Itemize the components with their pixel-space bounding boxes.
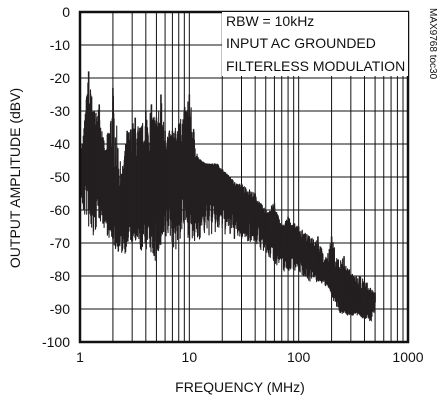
y-tick-label: -50: [50, 169, 70, 185]
y-tick-label: -90: [50, 301, 70, 317]
x-tick-label: 1000: [392, 349, 423, 365]
y-tick-label: 0: [62, 4, 70, 20]
x-axis-title: FREQUENCY (MHz): [175, 379, 305, 395]
figure-code: MAX9768 toc30: [427, 8, 438, 80]
x-axis-ticks: 1 10 100 1000: [76, 349, 424, 365]
y-tick-label: -100: [42, 334, 70, 350]
y-tick-label: -10: [50, 37, 70, 53]
x-tick-label: 100: [287, 349, 311, 365]
x-tick-label: 1: [76, 349, 84, 365]
y-tick-label: -40: [50, 136, 70, 152]
y-axis-ticks: 0 -10 -20 -30 -40 -50 -60 -70 -80 -90 -100: [42, 4, 70, 350]
y-tick-label: -60: [50, 202, 70, 218]
annotation-input-ac-grounded: INPUT AC GROUNDED: [226, 35, 376, 51]
y-tick-label: -80: [50, 268, 70, 284]
x-tick-label: 10: [182, 349, 198, 365]
annotation-rbw: RBW = 10kHz: [226, 13, 314, 29]
spectrum-trace: [79, 71, 376, 322]
annotation-backdrop: [222, 12, 408, 76]
y-tick-label: -30: [50, 103, 70, 119]
annotation-filterless-modulation: FILTERLESS MODULATION: [226, 58, 405, 74]
y-axis-title: OUTPUT AMPLITUDE (dBV): [7, 88, 23, 268]
y-tick-label: -70: [50, 235, 70, 251]
y-tick-label: -20: [50, 70, 70, 86]
